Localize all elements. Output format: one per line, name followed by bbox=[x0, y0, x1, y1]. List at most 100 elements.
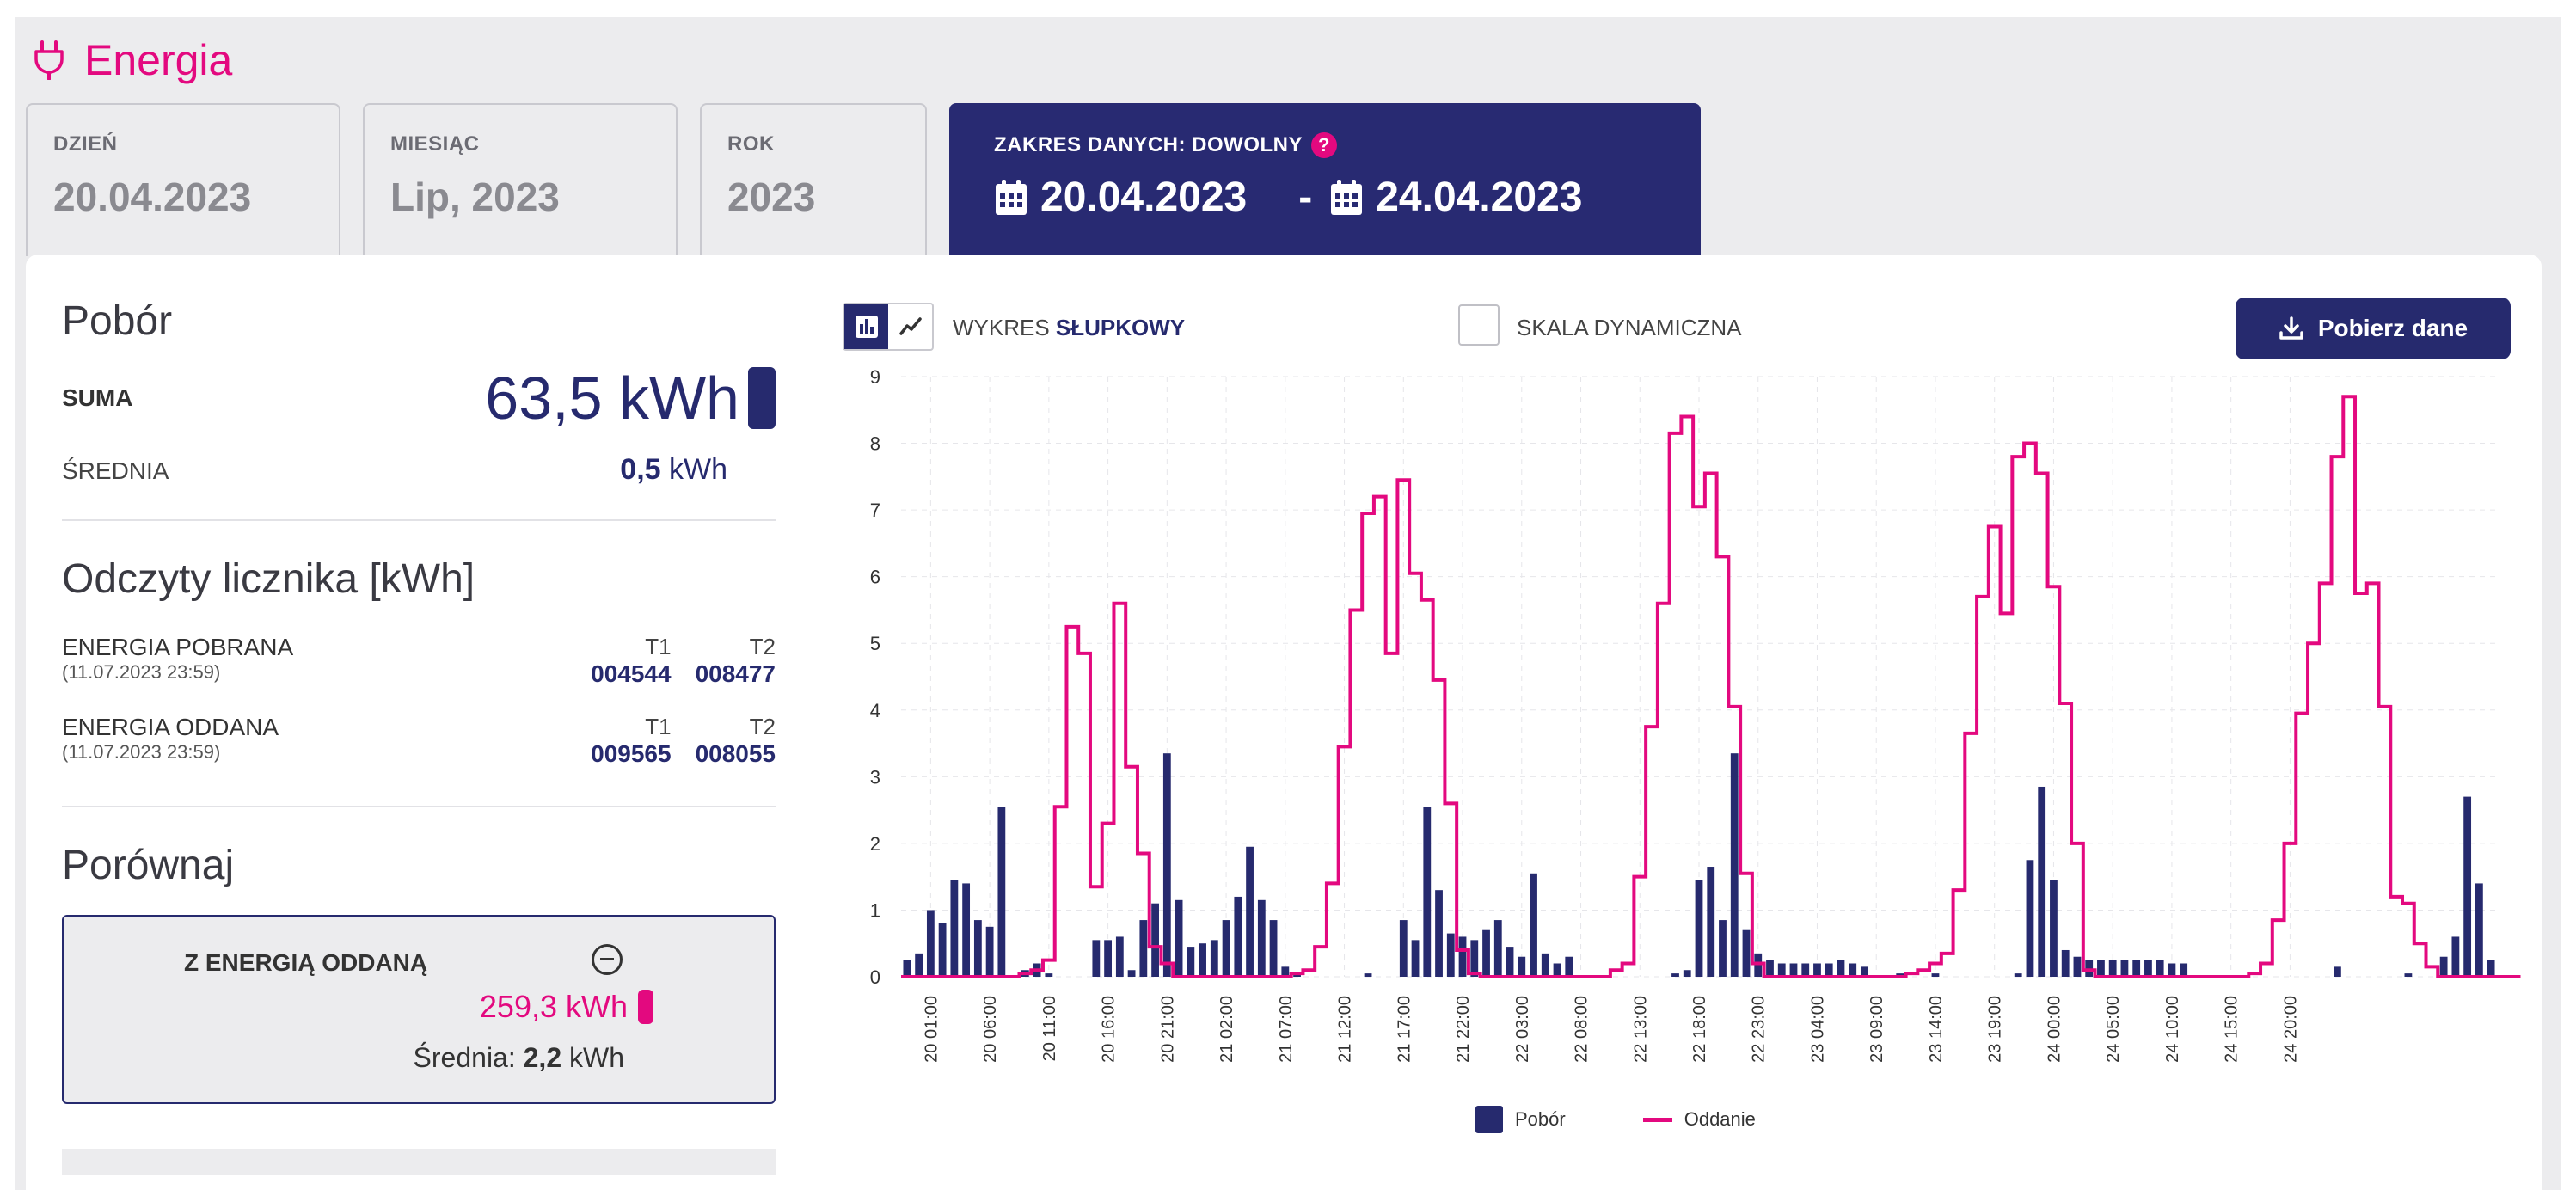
consumption-bar[interactable] bbox=[1246, 846, 1254, 977]
consumption-bar[interactable] bbox=[1435, 890, 1443, 977]
consumption-bar[interactable] bbox=[915, 953, 923, 977]
consumption-bar[interactable] bbox=[1719, 920, 1727, 977]
consumption-bar[interactable] bbox=[1364, 973, 1372, 977]
consumption-bar[interactable] bbox=[2061, 949, 2070, 977]
chart-type-toggle[interactable] bbox=[843, 303, 934, 351]
consumption-bar[interactable] bbox=[2156, 960, 2164, 977]
consumption-bar[interactable] bbox=[962, 883, 971, 977]
consumption-bar[interactable] bbox=[2487, 960, 2495, 977]
consumption-bar[interactable] bbox=[1506, 947, 1514, 977]
consumption-bar[interactable] bbox=[1399, 920, 1408, 977]
consumption-bar[interactable] bbox=[1187, 947, 1195, 977]
consumption-bar[interactable] bbox=[1175, 899, 1183, 977]
remove-comparison-icon[interactable] bbox=[592, 944, 623, 975]
tab-custom-range[interactable]: ZAKRES DANYCH: DOWOLNY ? 20.04.2023 - 24… bbox=[949, 103, 1701, 256]
consumption-bar[interactable] bbox=[973, 920, 982, 977]
line-chart-button[interactable] bbox=[888, 304, 932, 349]
consumption-bar[interactable] bbox=[2038, 786, 2046, 977]
consumption-bar[interactable] bbox=[2404, 973, 2413, 977]
consumption-bar[interactable] bbox=[1210, 940, 1218, 977]
consumption-bar[interactable] bbox=[1482, 929, 1490, 977]
consumption-bar[interactable] bbox=[985, 926, 994, 977]
consumption-bar[interactable] bbox=[1222, 920, 1230, 977]
consumption-bar[interactable] bbox=[1530, 873, 1537, 977]
consumption-bar[interactable] bbox=[2475, 883, 2483, 977]
consumption-bar[interactable] bbox=[926, 910, 935, 977]
consumption-bar[interactable] bbox=[2144, 960, 2152, 977]
consumption-bar[interactable] bbox=[1162, 753, 1171, 977]
consumption-bar[interactable] bbox=[1281, 966, 1290, 977]
consumption-bar[interactable] bbox=[1671, 973, 1679, 977]
legend-item-consumption[interactable]: Pobór bbox=[1475, 1106, 1566, 1133]
consumption-bar[interactable] bbox=[2334, 966, 2341, 977]
consumption-bar[interactable] bbox=[2451, 936, 2460, 977]
consumption-bar[interactable] bbox=[1861, 966, 1868, 977]
help-icon[interactable]: ? bbox=[1311, 132, 1337, 158]
consumption-bar[interactable] bbox=[1541, 953, 1549, 977]
consumption-bar[interactable] bbox=[1045, 973, 1053, 977]
consumption-bar[interactable] bbox=[1742, 929, 1751, 977]
consumption-bar[interactable] bbox=[1199, 943, 1206, 977]
consumption-bar[interactable] bbox=[1470, 940, 1479, 977]
consumption-bar[interactable] bbox=[1269, 920, 1278, 977]
bar-chart-button[interactable] bbox=[844, 304, 888, 349]
consumption-bar[interactable] bbox=[1151, 903, 1159, 977]
consumption-bar[interactable] bbox=[1825, 963, 1833, 977]
tab-year[interactable]: ROK 2023 bbox=[700, 103, 927, 256]
consumption-bar[interactable] bbox=[2463, 796, 2472, 977]
consumption-bar[interactable] bbox=[1683, 970, 1691, 977]
consumption-bar[interactable] bbox=[1813, 963, 1821, 977]
consumption-bar[interactable] bbox=[938, 923, 947, 977]
consumption-bar[interactable] bbox=[2050, 880, 2058, 977]
consumption-bar[interactable] bbox=[903, 960, 911, 977]
consumption-bar[interactable] bbox=[1115, 936, 1124, 977]
consumption-bar[interactable] bbox=[2168, 963, 2176, 977]
tab-day[interactable]: DZIEŃ 20.04.2023 bbox=[26, 103, 340, 256]
consumption-bar[interactable] bbox=[1801, 963, 1810, 977]
consumption-bar[interactable] bbox=[1423, 807, 1432, 977]
date-from[interactable]: 20.04.2023 bbox=[1040, 175, 1248, 220]
consumption-bar[interactable] bbox=[1789, 963, 1798, 977]
consumption-bar[interactable] bbox=[2120, 960, 2129, 977]
consumption-bar[interactable] bbox=[2014, 973, 2022, 977]
consumption-bar[interactable] bbox=[1234, 896, 1242, 977]
consumption-bar[interactable] bbox=[1849, 963, 1857, 977]
consumption-bar[interactable] bbox=[2026, 860, 2034, 977]
calendar-icon[interactable] bbox=[1329, 179, 1364, 217]
consumption-bar[interactable] bbox=[2097, 960, 2105, 977]
consumption-bar[interactable] bbox=[1553, 963, 1561, 977]
consumption-bar[interactable] bbox=[1730, 753, 1739, 977]
consumption-bar[interactable] bbox=[1257, 899, 1266, 977]
consumption-bar[interactable] bbox=[1139, 920, 1148, 977]
consumption-bar[interactable] bbox=[1707, 867, 1715, 977]
consumption-bar[interactable] bbox=[2073, 956, 2082, 977]
returned-energy-line[interactable] bbox=[901, 395, 2521, 978]
consumption-bar[interactable] bbox=[2132, 960, 2141, 977]
date-to[interactable]: 24.04.2023 bbox=[1376, 175, 1583, 220]
consumption-bar[interactable] bbox=[1458, 936, 1467, 977]
tab-month[interactable]: MIESIĄC Lip, 2023 bbox=[363, 103, 678, 256]
consumption-bar[interactable] bbox=[1127, 970, 1136, 977]
dynamic-scale-checkbox[interactable] bbox=[1458, 304, 1500, 346]
consumption-bar[interactable] bbox=[1931, 973, 1940, 977]
consumption-bar[interactable] bbox=[1695, 880, 1703, 977]
consumption-bar[interactable] bbox=[1411, 940, 1420, 977]
consumption-bar[interactable] bbox=[2180, 963, 2188, 977]
consumption-bar[interactable] bbox=[997, 807, 1006, 977]
consumption-bar[interactable] bbox=[1766, 960, 1774, 977]
consumption-bar[interactable] bbox=[950, 880, 959, 977]
consumption-bar[interactable] bbox=[1565, 956, 1573, 977]
consumption-bar[interactable] bbox=[1092, 940, 1101, 977]
consumption-bar[interactable] bbox=[1446, 933, 1455, 977]
consumption-bar[interactable] bbox=[1104, 940, 1112, 977]
consumption-bar[interactable] bbox=[2439, 956, 2448, 977]
consumption-bar[interactable] bbox=[1518, 956, 1526, 977]
compare-returned-energy-card[interactable]: Z ENERGIĄ ODDANĄ 259,3 kWh Średnia: 2,2 … bbox=[62, 915, 776, 1104]
consumption-bar[interactable] bbox=[1837, 960, 1845, 977]
legend-item-returned[interactable]: Oddanie bbox=[1642, 1108, 1756, 1131]
consumption-bar[interactable] bbox=[1493, 920, 1502, 977]
calendar-icon[interactable] bbox=[994, 179, 1028, 217]
consumption-bar[interactable] bbox=[2108, 960, 2117, 977]
download-data-button[interactable]: Pobierz dane bbox=[2236, 298, 2511, 359]
consumption-bar[interactable] bbox=[1777, 963, 1786, 977]
